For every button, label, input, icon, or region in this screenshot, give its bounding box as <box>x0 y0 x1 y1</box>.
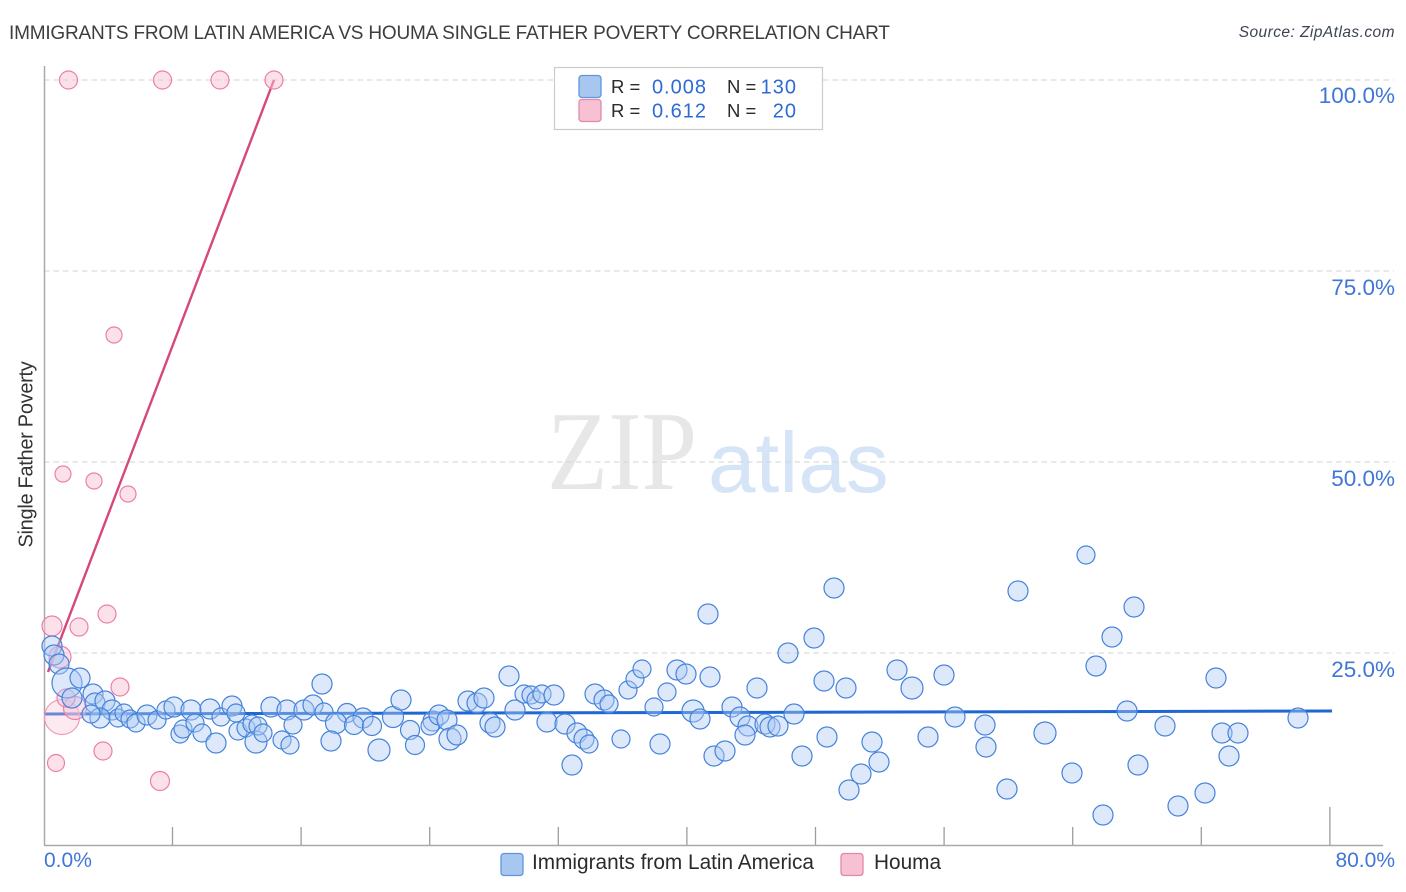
svg-text:20: 20 <box>773 101 797 123</box>
svg-text:R =: R = <box>611 76 640 97</box>
svg-text:0.008: 0.008 <box>652 77 707 99</box>
svg-text:0.612: 0.612 <box>652 101 707 123</box>
svg-text:N =: N = <box>727 100 756 121</box>
svg-text:atlas: atlas <box>708 416 889 511</box>
svg-text:R =: R = <box>611 100 640 121</box>
svg-text:N =: N = <box>727 76 756 97</box>
svg-text:130: 130 <box>761 77 797 99</box>
svg-text:ZIP: ZIP <box>547 390 697 514</box>
